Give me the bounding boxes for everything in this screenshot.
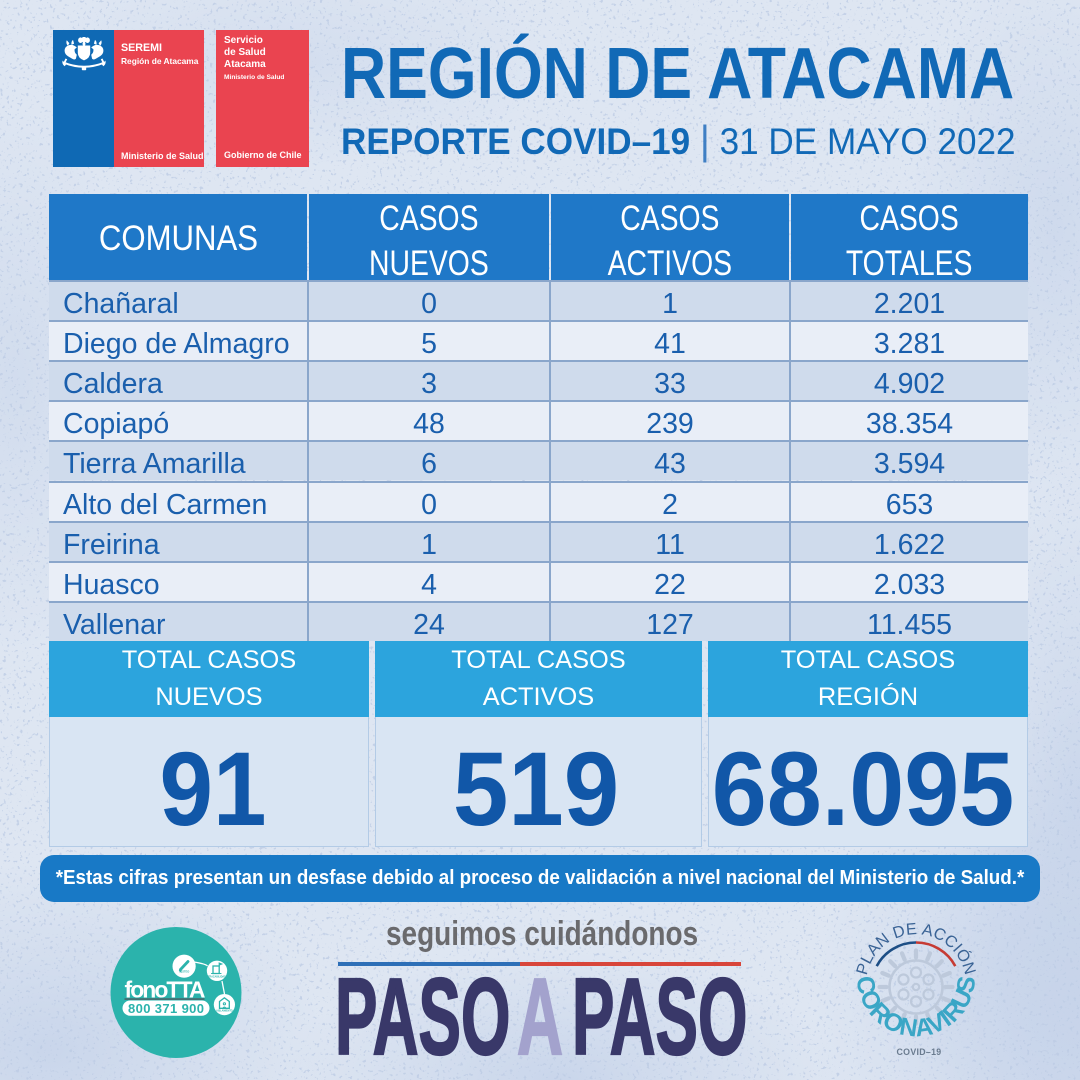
svg-text:TESTEO: TESTEO: [179, 970, 189, 974]
svg-text:fonoTTA: fonoTTA: [125, 976, 206, 1002]
svg-text:TRAZABILIDAD: TRAZABILIDAD: [208, 976, 226, 979]
svg-text:COVID–19: COVID–19: [897, 1047, 942, 1057]
svg-text:800 371 900: 800 371 900: [128, 1001, 204, 1016]
svg-text:AISLAMIENTO: AISLAMIENTO: [216, 1009, 233, 1012]
